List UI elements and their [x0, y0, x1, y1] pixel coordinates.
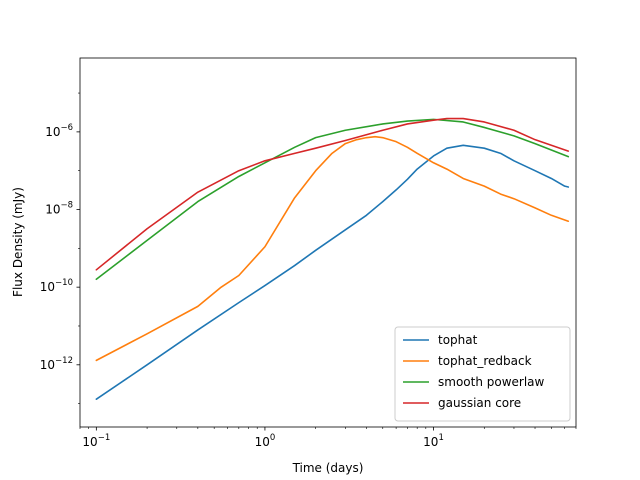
plot-frame — [79, 57, 577, 428]
x-tick-label: 101 — [423, 433, 444, 449]
y-axis-ticks: 10−12 10−10 10−8 10−6 — [40, 92, 80, 404]
x-tick-label: 10−1 — [82, 433, 110, 449]
legend-box — [394, 326, 571, 422]
y-tick-label: 10−6 — [45, 123, 73, 139]
legend-label-0: tophat — [438, 333, 478, 347]
y-tick-label: 10−12 — [40, 356, 73, 372]
y-tick-label: 10−10 — [40, 278, 73, 294]
y-axis-label: Flux Density (mJy) — [11, 187, 25, 297]
series-line-3 — [95, 117, 570, 271]
legend-label-2: smooth powerlaw — [438, 375, 545, 389]
series-line-0 — [95, 144, 570, 400]
series-line-1 — [95, 135, 570, 362]
x-axis-ticks: 10−1 100 101 — [79, 427, 577, 449]
series-layer — [95, 117, 570, 400]
x-tick-label: 100 — [255, 433, 276, 449]
series-line-2 — [95, 118, 570, 281]
x-axis-label: Time (days) — [292, 461, 364, 475]
legend-label-3: gaussian core — [438, 396, 521, 410]
legend-label-1: tophat_redback — [438, 354, 532, 368]
y-tick-label: 10−8 — [45, 201, 73, 217]
